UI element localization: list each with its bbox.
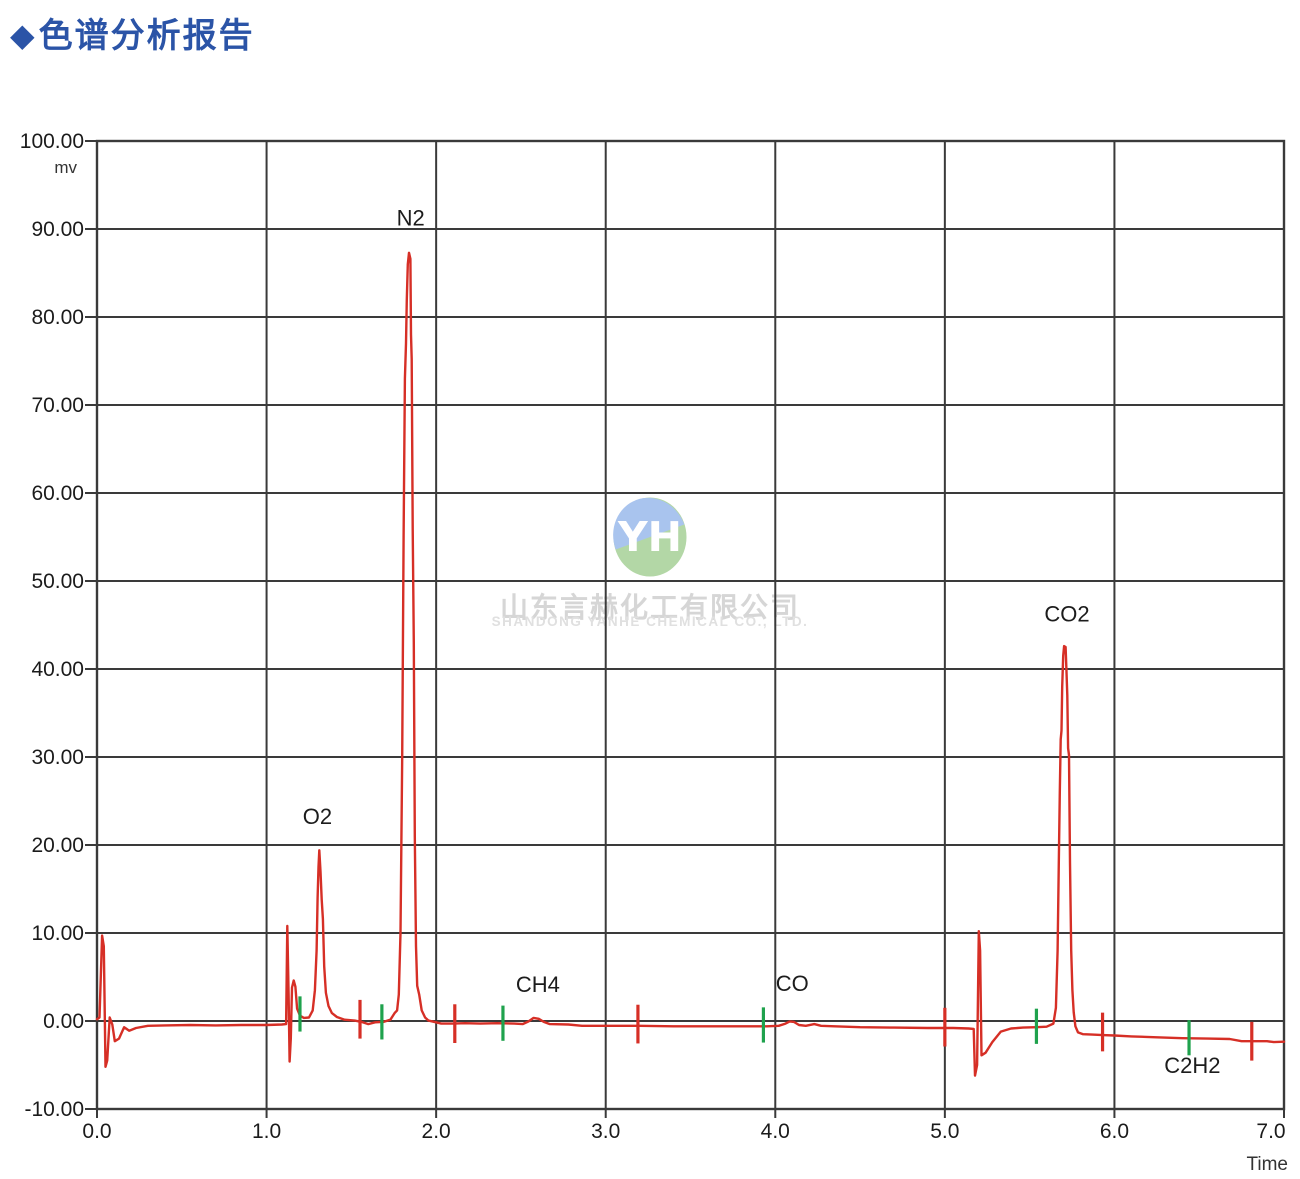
logo-letters: YH — [617, 513, 682, 561]
y-tick-label: 0.00 — [43, 1010, 84, 1033]
page-title-text: 色谱分析报告 — [38, 17, 255, 55]
x-tick-label: 1.0 — [252, 1120, 281, 1143]
x-tick-label: 7.0 — [1256, 1120, 1285, 1143]
x-tick-label: 6.0 — [1100, 1120, 1129, 1143]
x-tick-label: 0.0 — [82, 1120, 111, 1143]
peak-label-N2: N2 — [397, 205, 425, 230]
peak-label-CO2: CO2 — [1044, 601, 1089, 626]
y-tick-label: 10.00 — [31, 922, 84, 945]
plot-border — [95, 139, 1286, 1111]
y-tick-label: 40.00 — [31, 658, 84, 681]
peak-label-O2: O2 — [303, 804, 332, 829]
x-tick-label: 5.0 — [930, 1120, 959, 1143]
page-title: ◆ 色谱分析报告 — [10, 8, 255, 57]
peak-label-CO: CO — [776, 971, 809, 996]
y-tick-label: 70.00 — [31, 394, 84, 417]
watermark-company-en: SHANDONG YANHE CHEMICAL CO., LTD. — [491, 614, 809, 629]
y-tick-label: 60.00 — [31, 482, 84, 505]
diamond-icon: ◆ — [10, 16, 35, 53]
watermark-company-cn: 山东言赫化工有限公司 — [499, 592, 800, 623]
y-tick-label: 50.00 — [31, 570, 84, 593]
peak-label-CH4: CH4 — [516, 972, 560, 997]
company-logo-icon: YH — [613, 497, 687, 577]
x-tick-label: 4.0 — [761, 1120, 790, 1143]
signal-trace — [95, 251, 1286, 1077]
peak-label-C2H2: C2H2 — [1164, 1053, 1220, 1078]
x-tick-label: 2.0 — [422, 1120, 451, 1143]
x-tick-label: 3.0 — [591, 1120, 620, 1143]
y-unit-label: mv — [54, 158, 77, 177]
y-tick-label: 80.00 — [31, 306, 84, 329]
x-axis-title: Time — [1246, 1154, 1288, 1175]
y-tick-label: -10.00 — [24, 1098, 84, 1121]
y-tick-label: 30.00 — [31, 746, 84, 769]
y-tick-label: 20.00 — [31, 834, 84, 857]
y-tick-label: 90.00 — [31, 218, 84, 241]
y-tick-label: 100.00 — [20, 130, 84, 153]
